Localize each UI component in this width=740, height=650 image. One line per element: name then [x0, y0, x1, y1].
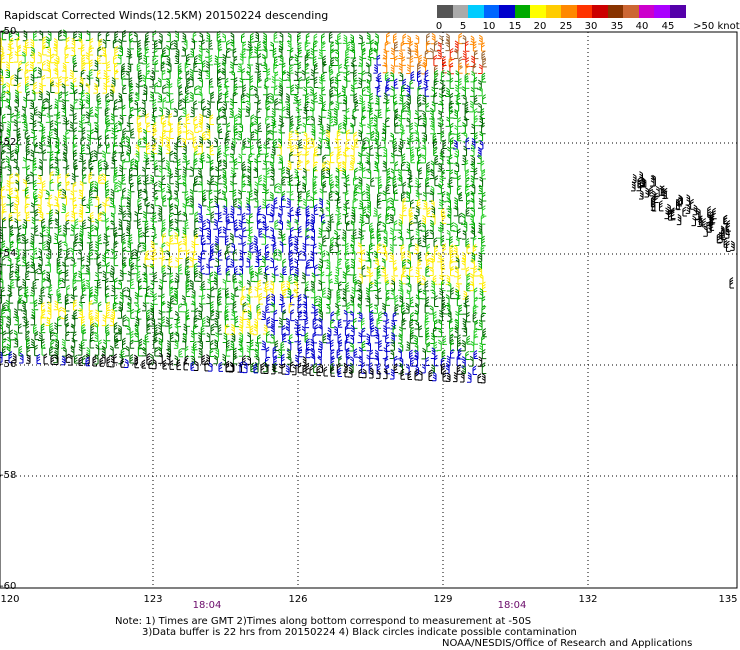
legend-label: 0: [435, 21, 443, 32]
legend-label: 10: [482, 21, 496, 32]
legend-label: 45: [661, 21, 675, 32]
map-frame: [0, 31, 738, 589]
legend-label: >50 knots: [693, 21, 740, 32]
wind-barb-swath: [0, 29, 735, 384]
legend-label: 25: [559, 21, 573, 32]
legend-swatch: [623, 5, 639, 18]
wind-speed-legend: 0 5 10 15 20 25 30 35 40 45 >50 knots: [435, 5, 740, 41]
note-line-3: NOAA/NESDIS/Office of Research and Appli…: [442, 638, 693, 649]
latitude-label: -50: [0, 26, 17, 37]
graticule: [0, 32, 737, 588]
legend-swatch: [638, 5, 655, 18]
legend-swatch: [483, 5, 500, 18]
note-line-1: Note: 1) Times are GMT 2)Times along bot…: [115, 616, 532, 627]
legend-label: 40: [635, 21, 649, 32]
legend-swatch: [545, 5, 562, 18]
longitude-label: 132: [578, 594, 598, 605]
time-label-2: 18:04: [497, 600, 527, 611]
time-label-1: 18:04: [192, 600, 222, 611]
latitude-label: -52: [0, 137, 17, 148]
legend-swatch: [654, 5, 670, 18]
note-line-2: 3)Data buffer is 22 hrs from 20150224 4)…: [142, 627, 577, 638]
legend-swatch: [561, 5, 577, 18]
longitude-label: 135: [718, 594, 738, 605]
map-title: Rapidscat Corrected Winds(12.5KM) 201502…: [4, 9, 329, 22]
latitude-label: -60: [0, 581, 17, 592]
longitude-label: 126: [288, 594, 308, 605]
legend-swatch: [468, 5, 484, 18]
latitude-label: -56: [0, 359, 17, 370]
legend-swatch: [530, 5, 546, 18]
legend-swatch: [452, 5, 469, 18]
legend-swatch: [669, 5, 686, 18]
legend-label: 5: [459, 21, 467, 32]
legend-label: 35: [610, 21, 624, 32]
longitude-label: 120: [0, 594, 20, 605]
legend-label: 15: [508, 21, 522, 32]
legend-swatch: [514, 5, 531, 18]
legend-label: 30: [584, 21, 598, 32]
longitude-label: 123: [143, 594, 163, 605]
longitude-label: 129: [433, 594, 453, 605]
legend-swatch: [576, 5, 593, 18]
legend-swatch: [499, 5, 515, 18]
legend-label: 20: [533, 21, 547, 32]
latitude-label: -58: [0, 470, 17, 481]
legend-swatch: [607, 5, 624, 18]
legend-swatch: [592, 5, 608, 18]
latitude-label: -54: [0, 248, 17, 259]
legend-swatch: [437, 5, 453, 18]
